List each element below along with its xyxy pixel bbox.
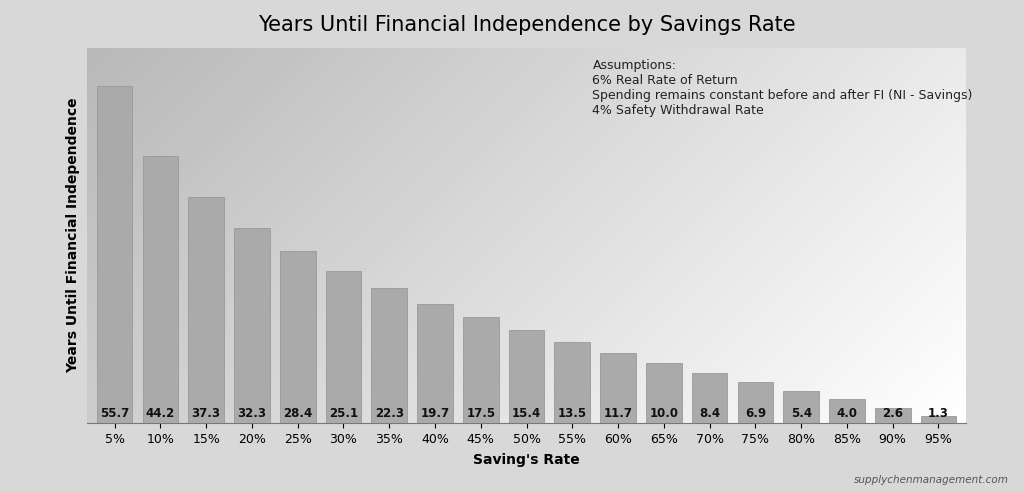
Bar [874, 408, 910, 424]
Text: 44.2: 44.2 [145, 407, 175, 421]
Text: 32.3: 32.3 [238, 407, 266, 421]
Text: 11.7: 11.7 [603, 407, 633, 421]
Text: 17.5: 17.5 [466, 407, 496, 421]
Bar [646, 363, 682, 424]
Text: 6.9: 6.9 [744, 407, 766, 421]
Bar [509, 330, 545, 424]
Bar [692, 372, 727, 424]
Text: 22.3: 22.3 [375, 407, 403, 421]
Bar [829, 399, 864, 424]
Text: 28.4: 28.4 [283, 407, 312, 421]
Text: 8.4: 8.4 [699, 407, 720, 421]
Bar [280, 251, 315, 424]
Text: 37.3: 37.3 [191, 407, 220, 421]
Bar [96, 86, 132, 424]
Text: 5.4: 5.4 [791, 407, 812, 421]
Text: 13.5: 13.5 [558, 407, 587, 421]
X-axis label: Saving's Rate: Saving's Rate [473, 453, 580, 467]
Bar [188, 197, 224, 424]
Title: Years Until Financial Independence by Savings Rate: Years Until Financial Independence by Sa… [258, 15, 796, 35]
Text: supplychenmanagement.com: supplychenmanagement.com [854, 475, 1009, 485]
Bar [372, 288, 408, 424]
Bar [783, 391, 819, 424]
Text: Assumptions:
6% Real Rate of Return
Spending remains constant before and after F: Assumptions: 6% Real Rate of Return Spen… [593, 59, 973, 117]
Text: 55.7: 55.7 [100, 407, 129, 421]
Bar [737, 382, 773, 424]
Bar [417, 304, 453, 424]
Bar [463, 317, 499, 424]
Bar [142, 155, 178, 424]
Text: 19.7: 19.7 [421, 407, 450, 421]
Text: 25.1: 25.1 [329, 407, 358, 421]
Bar [326, 272, 361, 424]
Text: 4.0: 4.0 [837, 407, 857, 421]
Bar [554, 341, 590, 424]
Text: 15.4: 15.4 [512, 407, 541, 421]
Bar [600, 353, 636, 424]
Bar [921, 416, 956, 424]
Text: 10.0: 10.0 [649, 407, 678, 421]
Y-axis label: Years Until Financial Independence: Years Until Financial Independence [67, 98, 80, 373]
Text: 1.3: 1.3 [928, 407, 949, 421]
Text: 2.6: 2.6 [882, 407, 903, 421]
Bar [234, 228, 269, 424]
